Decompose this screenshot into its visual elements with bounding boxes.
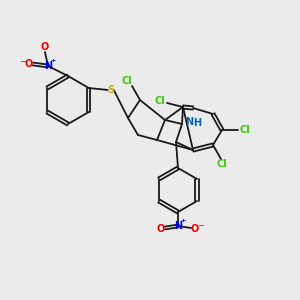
Text: N: N — [185, 117, 193, 127]
Text: S: S — [107, 85, 114, 95]
Text: Cl: Cl — [217, 159, 227, 169]
Text: O: O — [191, 224, 199, 234]
Text: Cl: Cl — [240, 125, 250, 135]
Text: O: O — [157, 224, 165, 234]
Text: O: O — [41, 42, 49, 52]
Text: N: N — [44, 61, 52, 71]
Text: Cl: Cl — [154, 96, 165, 106]
Text: O: O — [25, 59, 33, 69]
Text: +: + — [50, 58, 56, 62]
Text: N: N — [174, 221, 182, 231]
Text: H: H — [193, 118, 201, 128]
Text: −: − — [197, 221, 205, 230]
Text: −: − — [20, 58, 26, 67]
Text: Cl: Cl — [122, 76, 132, 86]
Text: +: + — [180, 218, 186, 224]
